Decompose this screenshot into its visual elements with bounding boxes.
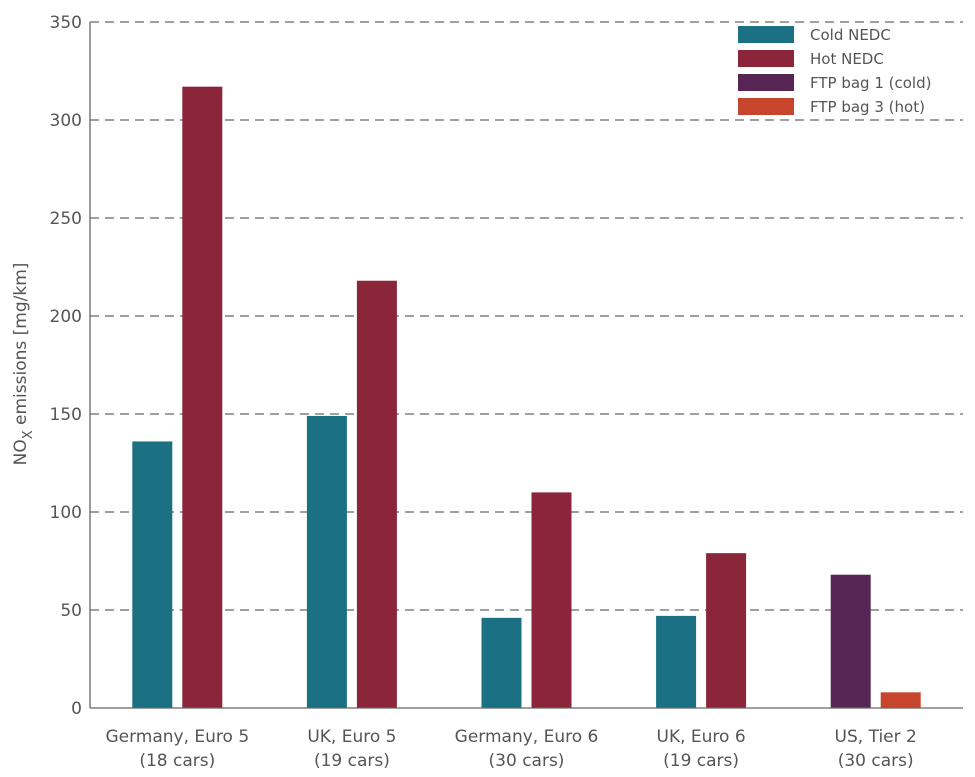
y-axis-label: NOX emissions [mg/km] xyxy=(11,263,36,466)
bar-cold-nedc xyxy=(656,615,697,708)
category-label: US, Tier 2 xyxy=(835,727,917,747)
y-tick-label: 50 xyxy=(60,601,82,621)
category-label: UK, Euro 6 xyxy=(657,727,746,747)
bar-hot-nedc xyxy=(531,492,572,708)
bar-hot-nedc xyxy=(706,553,747,708)
gridlines xyxy=(90,21,963,611)
y-tick-label: 200 xyxy=(50,307,82,327)
category-label: Germany, Euro 6 xyxy=(455,727,599,747)
legend-label: FTP bag 1 (cold) xyxy=(810,74,931,92)
legend-swatch xyxy=(738,98,794,115)
y-tick-label: 0 xyxy=(71,699,82,719)
legend-swatch xyxy=(738,50,794,67)
bars xyxy=(132,86,921,709)
category-sublabel: (19 cars) xyxy=(314,751,390,771)
category-sublabel: (30 cars) xyxy=(489,751,565,771)
y-tick-label: 150 xyxy=(50,405,82,425)
bar-hot-nedc xyxy=(356,280,397,708)
legend-label: Hot NEDC xyxy=(810,50,884,68)
category-label: Germany, Euro 5 xyxy=(105,727,249,747)
category-sublabel: (18 cars) xyxy=(139,751,215,771)
y-tick-label: 100 xyxy=(50,503,82,523)
bar-ftp-bag-3-hot xyxy=(880,692,921,708)
axes xyxy=(89,22,963,709)
legend: Cold NEDC Hot NEDC FTP bag 1 (cold) FTP bag… xyxy=(738,26,931,116)
y-tick-label: 350 xyxy=(50,13,82,33)
y-tick-label: 300 xyxy=(50,111,82,131)
bar-cold-nedc xyxy=(306,415,347,708)
legend-label: Cold NEDC xyxy=(810,26,891,44)
category-sublabel: (19 cars) xyxy=(663,751,739,771)
bar-ftp-bag-1-cold xyxy=(830,574,871,708)
y-tick-label: 250 xyxy=(50,209,82,229)
bar-cold-nedc xyxy=(481,617,522,708)
legend-label: FTP bag 3 (hot) xyxy=(810,98,925,116)
category-labels: Germany, Euro 5 (18 cars) UK, Euro 5 (19 ca… xyxy=(105,727,916,771)
legend-swatch xyxy=(738,74,794,91)
bar-hot-nedc xyxy=(182,86,223,709)
legend-swatch xyxy=(738,26,794,43)
category-sublabel: (30 cars) xyxy=(838,751,914,771)
category-label: UK, Euro 5 xyxy=(307,727,396,747)
y-tick-labels: 0 50 100 150 200 250 300 350 xyxy=(50,13,82,719)
bar-cold-nedc xyxy=(132,441,173,708)
